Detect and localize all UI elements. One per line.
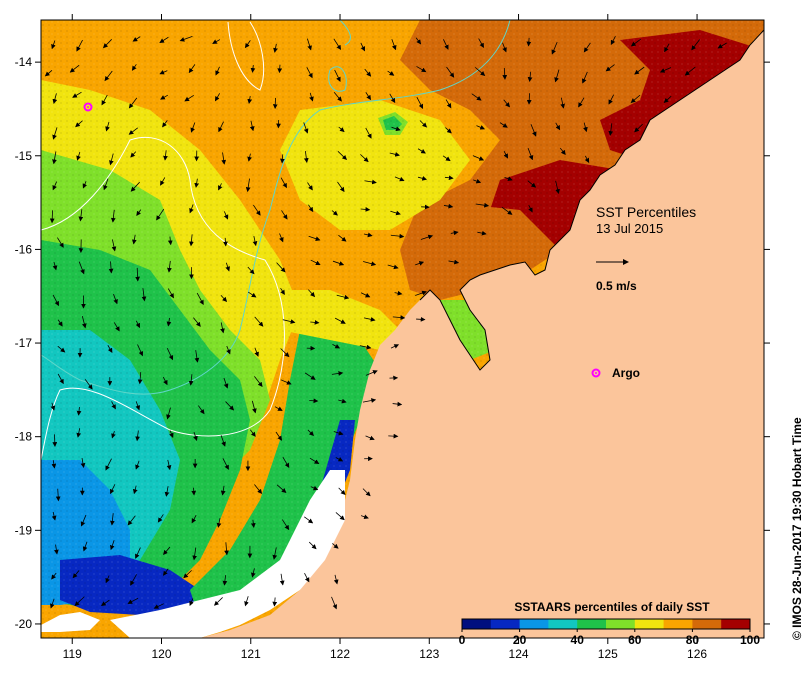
colorbar-swatch: [577, 619, 606, 629]
current-arrow: [529, 93, 530, 104]
x-tick-label: 126: [687, 647, 707, 661]
colorbar-tick-label: 100: [740, 633, 760, 647]
colorbar-tick-label: 60: [628, 633, 642, 647]
y-tick-label: -18: [15, 430, 33, 444]
current-arrow: [193, 488, 194, 495]
colorbar-swatch: [721, 619, 750, 629]
current-arrow: [309, 400, 317, 401]
argo-label: Argo: [612, 366, 640, 380]
colorbar-swatch: [462, 619, 491, 629]
colorbar-swatch: [664, 619, 693, 629]
colorbar-swatches: [462, 619, 751, 629]
y-tick-label: -15: [15, 149, 33, 163]
x-tick-label: 123: [419, 647, 439, 661]
plot-area: [41, 20, 764, 638]
current-arrow: [54, 434, 55, 446]
x-tick-label: 122: [330, 647, 350, 661]
x-tick-label: 124: [509, 647, 529, 661]
x-tick-label: 120: [151, 647, 171, 661]
scale-label: 0.5 m/s: [596, 279, 637, 293]
colorbar: SSTAARS percentiles of daily SST 0 20 40 60…: [459, 596, 761, 647]
imos-credit: © IMOS 28-Jun-2017 19:30 Hobart Time: [790, 417, 804, 640]
colorbar-swatch: [635, 619, 664, 629]
y-tick-label: -16: [15, 242, 33, 256]
x-tick-label: 125: [598, 647, 618, 661]
colorbar-swatch: [692, 619, 721, 629]
y-tick-label: -19: [15, 523, 33, 537]
y-tick-label: -14: [15, 55, 33, 69]
colorbar-swatch: [520, 619, 549, 629]
colorbar-swatch: [548, 619, 577, 629]
map-title-line1: SST Percentiles: [596, 204, 696, 220]
x-tick-label: 119: [63, 647, 82, 661]
colorbar-swatch: [606, 619, 635, 629]
y-tick-label: -20: [15, 617, 33, 631]
y-tick-label: -17: [15, 336, 33, 350]
map-title-line2: 13 Jul 2015: [596, 221, 663, 236]
colorbar-tick-label: 40: [571, 633, 585, 647]
colorbar-tick-label: 80: [686, 633, 700, 647]
colorbar-tick-label: 20: [513, 633, 527, 647]
colorbar-swatch: [491, 619, 520, 629]
x-tick-label: 121: [241, 647, 261, 661]
colorbar-title: SSTAARS percentiles of daily SST: [514, 600, 710, 614]
colorbar-tick-label: 0: [459, 633, 466, 647]
